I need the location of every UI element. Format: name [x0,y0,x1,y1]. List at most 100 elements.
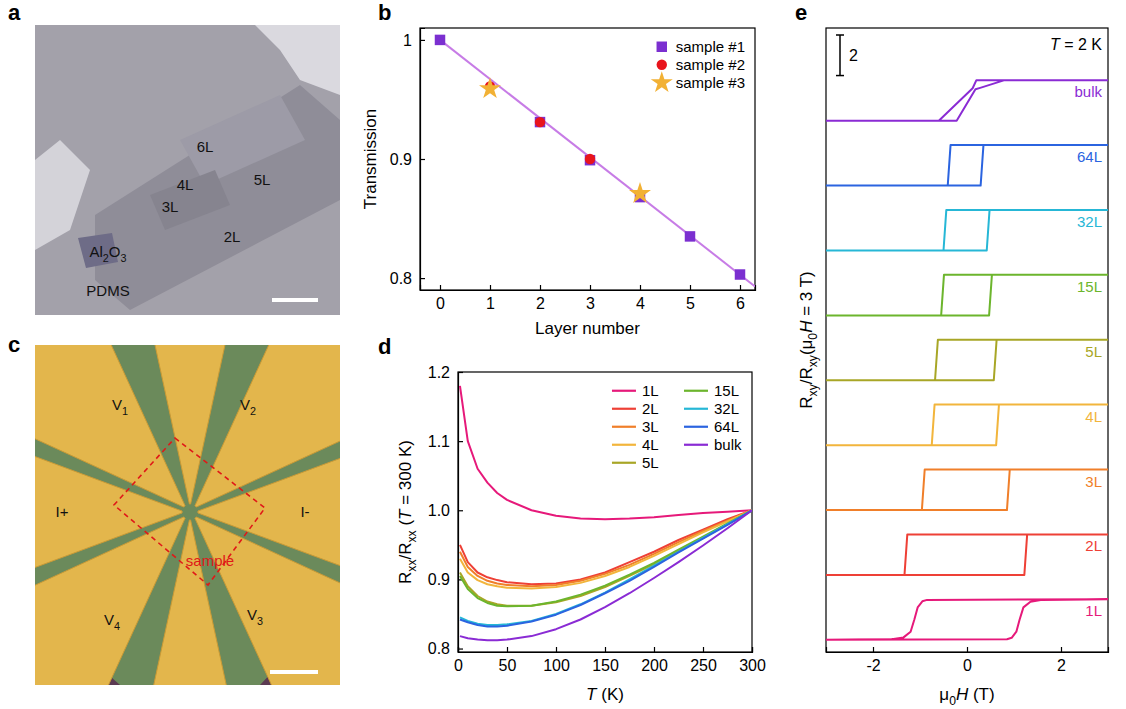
image-label: 5L [254,171,271,188]
image-label: 6L [197,138,214,155]
series-line [460,510,752,640]
legend-label: 2L [642,400,659,417]
x-axis-title: Layer number [535,319,640,338]
axis-left: 0.80.91 [390,29,425,291]
series-line [460,510,752,626]
text-run: sample [186,552,234,569]
text-run: R [797,396,816,408]
point [535,117,545,127]
series-label: 32L [1077,213,1102,230]
series-line [460,386,752,519]
legend-entry: sample #2 [657,56,745,73]
text-run: O [109,243,121,260]
series-line [440,40,755,287]
image-label: V2 [240,396,256,417]
tick-label: 1 [486,295,495,312]
tick-mark [703,647,704,652]
legend-entry: 15L [684,382,739,399]
legend-label: bulk [714,436,742,453]
tick-label: 0 [963,657,972,674]
series-label: 64L [1077,148,1102,165]
image-label: I+ [56,503,69,520]
image-label: Al2O3 [89,243,126,264]
legend-line [612,444,636,446]
legend-entry: 5L [612,454,659,471]
text-run: xx [405,530,419,542]
legend-label: 3L [642,418,659,435]
tick: 200 [641,647,668,674]
image-panel-a: a6L5L4L3L2LAl2O3PDMS [8,0,340,315]
image-label: I- [300,503,309,520]
tick-mark [590,285,591,290]
sample-outline [114,438,265,585]
point [435,35,445,45]
tick-label: 100 [543,657,570,674]
legend-label: 1L [642,382,659,399]
tick-label: 0.8 [428,640,450,657]
series-label: 2L [1085,537,1102,554]
text-run: 4L [177,176,194,193]
tick-mark [556,647,557,652]
photo-region [180,95,305,185]
tick-mark [440,285,441,290]
text-run: xy [806,354,820,367]
axis-line [459,373,464,653]
legend-label: 15L [714,382,739,399]
plot-frame [458,372,752,652]
tick-mark [640,285,641,290]
text-run: xy [806,383,820,396]
text-run: Al [89,243,102,260]
plot-frame [826,28,1108,652]
marks [826,80,1108,640]
tick: 0 [436,285,445,312]
panel-b: b01234560.80.91Layer numberTransmissions… [361,0,756,338]
image-label: 4L [177,176,194,193]
scale-bar-line [839,35,841,76]
legend-entry: bulk [684,436,742,453]
tick: 5 [686,285,695,312]
tick-mark [420,278,425,279]
tick: 50 [499,647,517,674]
image-label: 3L [162,198,179,215]
tick-mark [654,647,655,652]
tick-label: 150 [592,657,619,674]
text-run: I+ [56,503,69,520]
text-run: H [956,685,969,704]
panel-letter: b [378,0,391,25]
legend-line [612,426,636,428]
text-run: 3L [162,198,179,215]
image-label: PDMS [86,282,129,299]
legend-symbol [657,42,667,52]
series-line [460,510,752,625]
point [535,117,545,127]
tick: 250 [690,647,717,674]
series-line [826,340,1108,381]
tick-mark [873,647,874,652]
series-label: bulk [1074,83,1102,100]
legend-line [684,444,708,446]
scale-bar-cap [836,75,844,77]
tick-label: 50 [499,657,517,674]
series-line [826,534,1108,575]
figure: b01234560.80.91Layer numberTransmissions… [0,0,1126,709]
text-run: V [240,396,250,413]
image-label: V4 [104,611,120,632]
axis-bottom: 0123456 [421,285,756,312]
text-run: 5L [254,171,271,188]
tick-mark [605,647,606,652]
tick-mark [507,647,508,652]
legend-label: 32L [714,400,739,417]
legend-label: sample #3 [676,74,745,91]
scale-bar: 2 [836,35,858,76]
axis-line [827,647,1109,653]
legend-entry: 4L [612,436,659,453]
tick-label: 1 [403,32,412,49]
tick-label: 5 [686,295,695,312]
legend-entry: sample #3 [651,71,745,92]
tick: 0.9 [390,151,425,168]
x-axis-title: T (K) [586,685,624,704]
legend-entry: 32L [684,400,739,417]
photo-region [150,170,230,230]
point [685,231,695,241]
tick-label: 2 [1057,657,1066,674]
